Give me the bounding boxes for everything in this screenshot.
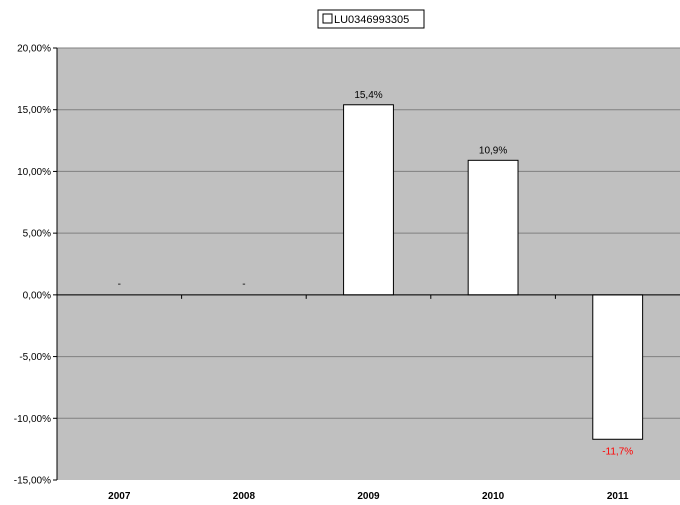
bar	[468, 160, 518, 295]
y-tick-label: 15,00%	[17, 105, 51, 116]
y-tick-label: 10,00%	[17, 167, 51, 178]
x-category-label: 2009	[357, 491, 380, 502]
data-label: 10,9%	[479, 145, 507, 156]
legend-swatch	[323, 14, 332, 23]
data-label: -	[242, 279, 245, 290]
x-category-label: 2010	[482, 491, 505, 502]
y-tick-label: -5,00%	[19, 352, 51, 363]
bar	[344, 105, 394, 295]
y-tick-label: -15,00%	[14, 476, 51, 487]
y-tick-label: -10,00%	[14, 414, 51, 425]
data-label: 15,4%	[354, 90, 382, 101]
legend-series-name: LU0346993305	[334, 14, 409, 26]
data-label: -11,7%	[602, 446, 633, 457]
y-tick-label: 20,00%	[17, 44, 51, 55]
bar	[593, 295, 643, 439]
legend: LU0346993305	[318, 10, 424, 28]
x-category-label: 2008	[233, 491, 256, 502]
y-tick-label: 0,00%	[23, 290, 51, 301]
data-label: -	[118, 279, 121, 290]
y-tick-label: 5,00%	[23, 229, 51, 240]
x-category-label: 2011	[607, 491, 629, 502]
x-category-label: 2007	[108, 491, 131, 502]
